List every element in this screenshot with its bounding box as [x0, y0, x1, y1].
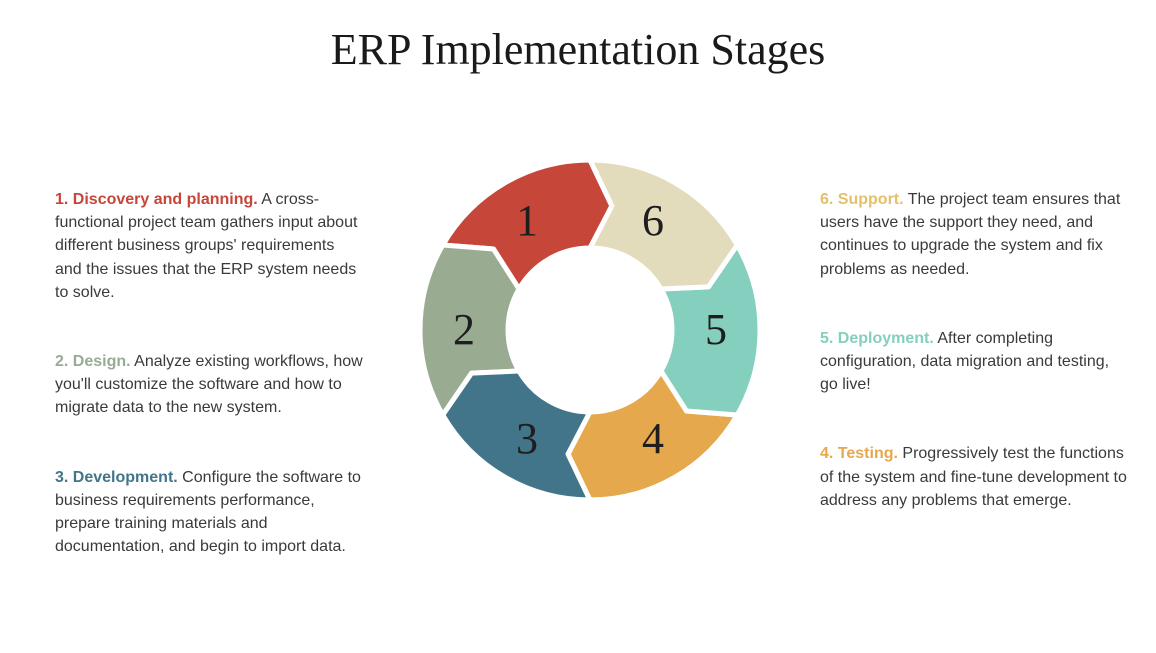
right-column: 6. Support. The project team ensures tha…: [820, 188, 1130, 512]
stage-1-num: 1.: [55, 191, 68, 208]
infographic-page: ERP Implementation Stages 1 2 3 4 5 6 1. Disc…: [0, 0, 1156, 653]
stage-1-lead: Discovery and planning.: [73, 191, 258, 208]
stage-4-text: 4. Testing. Progressively test the funct…: [820, 442, 1130, 512]
stage-5-num: 5.: [820, 330, 833, 347]
ring-number-3: 3: [516, 414, 538, 463]
stage-6-num: 6.: [820, 191, 833, 208]
stage-2-num: 2.: [55, 353, 68, 370]
left-column: 1. Discovery and planning. A cross-funct…: [55, 188, 365, 558]
stage-ring-svg: 1 2 3 4 5 6: [410, 150, 770, 510]
ring-number-1: 1: [516, 196, 538, 245]
ring-number-4: 4: [642, 414, 664, 463]
stage-5-lead: Deployment.: [838, 330, 934, 347]
stage-4-num: 4.: [820, 445, 833, 462]
ring-number-2: 2: [453, 305, 475, 354]
page-title: ERP Implementation Stages: [0, 24, 1156, 75]
stage-2-lead: Design.: [73, 353, 131, 370]
stage-2-text: 2. Design. Analyze existing workflows, h…: [55, 350, 365, 420]
stage-4-lead: Testing.: [838, 445, 898, 462]
stage-6-lead: Support.: [838, 191, 904, 208]
ring-number-5: 5: [705, 305, 727, 354]
stage-5-text: 5. Deployment. After completing configur…: [820, 327, 1130, 397]
ring-number-6: 6: [642, 196, 664, 245]
stage-6-text: 6. Support. The project team ensures tha…: [820, 188, 1130, 281]
stage-1-text: 1. Discovery and planning. A cross-funct…: [55, 188, 365, 304]
stage-3-lead: Development.: [73, 469, 178, 486]
stage-3-text: 3. Development. Configure the software t…: [55, 466, 365, 559]
stage-3-num: 3.: [55, 469, 68, 486]
stage-ring-chart: 1 2 3 4 5 6: [410, 150, 770, 510]
